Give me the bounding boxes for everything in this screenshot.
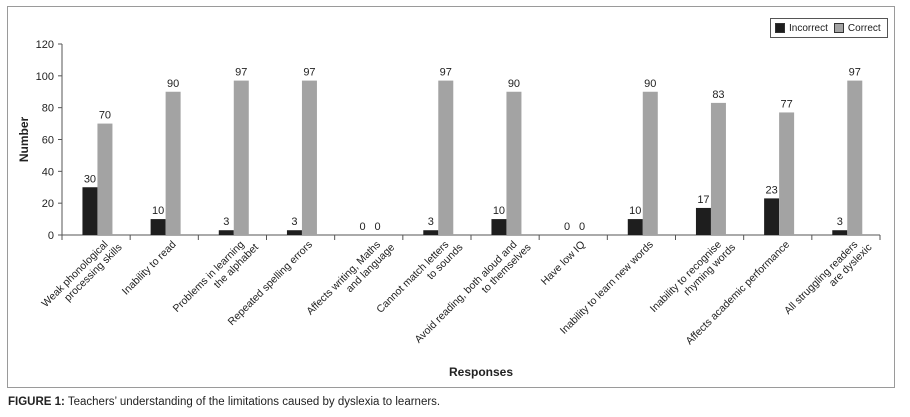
x-category-label: All struggling readersare dyslexic [782,233,874,325]
legend-item-correct: Correct [833,22,881,34]
data-label-incorrect: 10 [152,205,164,217]
data-label-correct: 70 [99,110,111,122]
bar-correct [506,91,522,235]
bar-incorrect [286,230,302,235]
data-label-incorrect: 10 [629,205,641,217]
data-label-correct: 77 [780,98,792,110]
bar-correct [642,91,658,235]
data-label-correct: 97 [849,67,861,79]
bar-incorrect [150,219,166,235]
x-category-label-line: Problems in learning [171,239,247,315]
legend-label-correct: Correct [847,22,881,34]
x-category-label-line: All struggling readers [782,239,860,317]
data-label-correct: 0 [579,221,585,233]
y-axis-title: Number [17,117,31,163]
data-label-correct: 90 [167,78,179,90]
data-label-correct: 83 [712,89,724,101]
data-label-correct: 97 [235,67,247,79]
figure-caption-label: FIGURE 1: [8,396,65,408]
data-label-correct: 97 [303,67,315,79]
bar-incorrect [764,198,780,235]
x-category-label-line: Inability to read [120,239,179,298]
data-label-incorrect: 10 [493,205,505,217]
bar-correct [710,102,726,236]
x-category-label: Inability to read [120,239,179,298]
y-tick-label: 80 [42,103,54,115]
data-label-incorrect: 3 [837,216,843,228]
y-tick-label: 60 [42,135,54,147]
x-category-label-line: Have low IQ [539,239,588,288]
y-tick-label: 100 [36,71,54,83]
bar-incorrect [627,219,643,235]
x-category-label-line: Affects writing, Maths [304,239,383,318]
y-tick-label: 40 [42,166,54,178]
data-label-correct: 0 [375,221,381,233]
data-label-correct: 90 [644,78,656,90]
data-label-incorrect: 3 [223,216,229,228]
y-tick-label: 20 [42,198,54,210]
data-label-incorrect: 23 [765,184,777,196]
y-tick-label: 120 [36,39,54,51]
data-label-incorrect: 0 [360,221,366,233]
x-category-label: Have low IQ [539,239,588,288]
legend-swatch-incorrect [775,23,785,33]
y-tick-label: 0 [48,230,54,242]
chart-legend: Incorrect Correct [770,18,888,38]
figure-caption-text: Teachers’ understanding of the limitatio… [64,396,441,408]
data-label-correct: 90 [508,78,520,90]
data-label-incorrect: 0 [564,221,570,233]
bar-correct [97,123,113,235]
data-label-incorrect: 30 [84,173,96,185]
figure-frame [7,6,895,388]
data-label-incorrect: 3 [291,216,297,228]
bar-correct [847,80,863,235]
data-label-incorrect: 3 [428,216,434,228]
bar-incorrect [832,230,848,235]
data-label-incorrect: 17 [697,194,709,206]
bar-incorrect [423,230,439,235]
bar-incorrect [82,187,98,235]
data-label-correct: 97 [440,67,452,79]
x-category-label: Weak phonologicalprocessing skills [39,233,124,318]
bar-correct [438,80,454,235]
bar-correct [233,80,249,235]
x-axis-title: Responses [449,365,513,379]
figure-caption: FIGURE 1: Teachers’ understanding of the… [8,396,440,408]
legend-label-incorrect: Incorrect [789,22,828,34]
x-category-label-line: Inability to recognise [648,239,724,315]
bar-correct [301,80,317,235]
bar-incorrect [695,207,711,235]
legend-item-incorrect: Incorrect [775,23,828,34]
bar-correct [165,91,181,235]
bar-incorrect [491,219,507,235]
legend-swatch-correct [833,23,844,33]
bar-correct [779,112,795,235]
bar-incorrect [218,230,234,235]
